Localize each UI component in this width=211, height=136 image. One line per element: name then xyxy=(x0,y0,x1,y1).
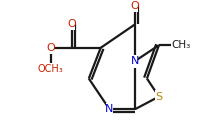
Text: N: N xyxy=(131,56,139,66)
FancyBboxPatch shape xyxy=(69,17,76,30)
Text: O: O xyxy=(46,43,55,53)
Text: O: O xyxy=(68,19,76,29)
FancyBboxPatch shape xyxy=(42,63,60,74)
Text: OCH₃: OCH₃ xyxy=(38,64,64,74)
FancyBboxPatch shape xyxy=(47,41,54,54)
FancyBboxPatch shape xyxy=(155,90,163,103)
FancyBboxPatch shape xyxy=(131,55,138,67)
FancyBboxPatch shape xyxy=(106,103,113,116)
Text: N: N xyxy=(105,104,114,114)
Text: S: S xyxy=(155,92,162,102)
Text: CH₃: CH₃ xyxy=(171,40,190,50)
FancyBboxPatch shape xyxy=(131,0,138,12)
Text: O: O xyxy=(131,1,139,11)
